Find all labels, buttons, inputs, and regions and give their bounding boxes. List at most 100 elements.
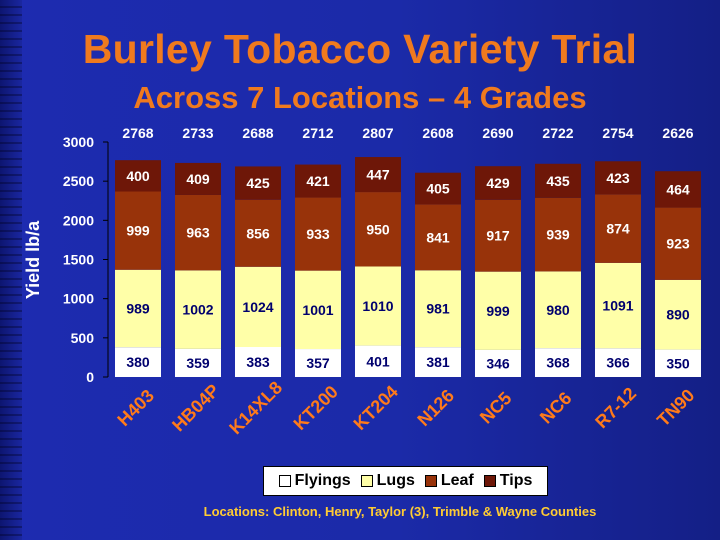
x-category-label: HB04P <box>168 380 223 435</box>
bar-segment-lugs <box>115 269 161 348</box>
data-label-flyings: 346 <box>486 355 510 371</box>
y-tick-label: 0 <box>86 369 94 385</box>
bar-segment-lugs <box>595 262 641 349</box>
data-label-lugs: 1001 <box>302 302 333 318</box>
data-label-lugs: 1024 <box>242 299 273 315</box>
data-label-flyings: 357 <box>306 355 330 371</box>
legend-item-leaf: Leaf <box>424 472 474 490</box>
total-label: 2608 <box>422 125 453 141</box>
x-category-label: NC5 <box>476 388 516 428</box>
data-label-tips: 423 <box>606 170 630 186</box>
bar-segment-flyings <box>235 346 281 377</box>
chart-title: Burley Tobacco Variety Trial <box>82 26 638 72</box>
total-label: 2768 <box>122 125 153 141</box>
data-label-flyings: 359 <box>186 355 210 371</box>
bar-segment-flyings <box>595 348 641 377</box>
bar-segment-flyings <box>655 349 701 377</box>
data-label-lugs: 999 <box>486 303 510 319</box>
data-label-lugs: 1091 <box>602 298 633 314</box>
data-label-lugs: 980 <box>546 302 570 318</box>
bar-segment-leaf <box>595 194 641 263</box>
data-label-leaf: 933 <box>306 226 330 242</box>
legend-item-lugs: Lugs <box>360 472 415 490</box>
legend-item-flyings: Flyings <box>278 472 351 490</box>
bar-segment-tips <box>415 172 461 205</box>
x-category-label: R7-12 <box>591 383 640 432</box>
data-label-flyings: 383 <box>246 354 270 370</box>
total-label: 2754 <box>602 125 633 141</box>
legend-swatch-flyings <box>278 475 291 487</box>
data-label-leaf: 923 <box>666 236 690 252</box>
y-tick-label: 500 <box>71 330 95 346</box>
data-label-leaf: 856 <box>246 225 270 241</box>
bar-segment-tips <box>115 160 161 192</box>
data-label-leaf: 874 <box>606 221 630 237</box>
data-label-tips: 421 <box>306 173 330 189</box>
data-label-tips: 409 <box>186 171 210 187</box>
x-category-label: TN90 <box>653 385 698 430</box>
data-label-lugs: 1010 <box>362 298 393 314</box>
y-tick-label: 1000 <box>63 291 94 307</box>
data-label-tips: 464 <box>666 181 690 197</box>
x-category-label: KT200 <box>290 382 342 434</box>
bar-segment-leaf <box>235 199 281 267</box>
data-label-tips: 405 <box>426 181 450 197</box>
bar-segment-tips <box>655 171 701 208</box>
y-tick-label: 3000 <box>63 134 94 150</box>
y-axis-label: Yield lb/a <box>23 220 43 299</box>
bar-segment-flyings <box>415 347 461 377</box>
x-category-label: NC6 <box>536 388 576 428</box>
x-category-label: KT204 <box>350 382 402 434</box>
total-label: 2807 <box>362 125 393 141</box>
x-category-label: K14XL8 <box>225 377 286 438</box>
data-label-lugs: 1002 <box>182 302 213 318</box>
bar-segment-leaf <box>655 207 701 280</box>
chart-legend: Flyings Lugs Leaf Tips <box>263 466 548 496</box>
legend-label-tips: Tips <box>499 472 533 489</box>
bar-segment-flyings <box>115 347 161 377</box>
chart-subtitle: Across 7 Locations – 4 Grades <box>133 80 587 115</box>
bar-segment-leaf <box>535 197 581 272</box>
data-label-tips: 400 <box>126 168 150 184</box>
bar-segment-flyings <box>355 345 401 377</box>
total-label: 2690 <box>482 125 513 141</box>
bar-segment-tips <box>475 166 521 200</box>
data-label-tips: 447 <box>366 167 390 183</box>
bar-segment-lugs <box>655 279 701 350</box>
data-label-leaf: 950 <box>366 221 390 237</box>
bar-segment-tips <box>595 161 641 195</box>
data-label-leaf: 999 <box>126 223 150 239</box>
bar-segment-tips <box>235 166 281 200</box>
bar-segment-lugs <box>475 271 521 350</box>
data-label-lugs: 989 <box>126 300 150 316</box>
legend-swatch-lugs <box>360 475 373 487</box>
y-tick-label: 1500 <box>63 252 94 268</box>
y-tick-label: 2500 <box>63 173 94 189</box>
bar-segment-lugs <box>235 266 281 347</box>
data-label-tips: 425 <box>246 175 270 191</box>
data-label-leaf: 939 <box>546 227 570 243</box>
bar-segment-flyings <box>475 349 521 377</box>
bar-segment-tips <box>535 163 581 198</box>
x-category-label: H403 <box>113 385 158 430</box>
bar-segment-tips <box>295 164 341 198</box>
x-category-label: N126 <box>413 385 458 430</box>
bar-segment-tips <box>355 157 401 193</box>
legend-swatch-tips <box>483 475 496 487</box>
legend-label-lugs: Lugs <box>376 472 415 489</box>
data-label-flyings: 368 <box>546 355 570 371</box>
bar-segment-lugs <box>295 270 341 350</box>
left-stripe-decoration <box>0 0 22 540</box>
bar-segment-flyings <box>535 348 581 377</box>
legend-label-leaf: Leaf <box>440 472 474 489</box>
data-label-flyings: 380 <box>126 354 150 370</box>
data-label-flyings: 366 <box>606 355 630 371</box>
bar-segment-lugs <box>355 266 401 346</box>
bar-segment-lugs <box>175 270 221 349</box>
data-label-leaf: 917 <box>486 228 510 244</box>
total-label: 2733 <box>182 125 213 141</box>
legend-swatch-leaf <box>424 475 437 487</box>
data-label-flyings: 401 <box>366 353 390 369</box>
bar-segment-leaf <box>175 194 221 271</box>
